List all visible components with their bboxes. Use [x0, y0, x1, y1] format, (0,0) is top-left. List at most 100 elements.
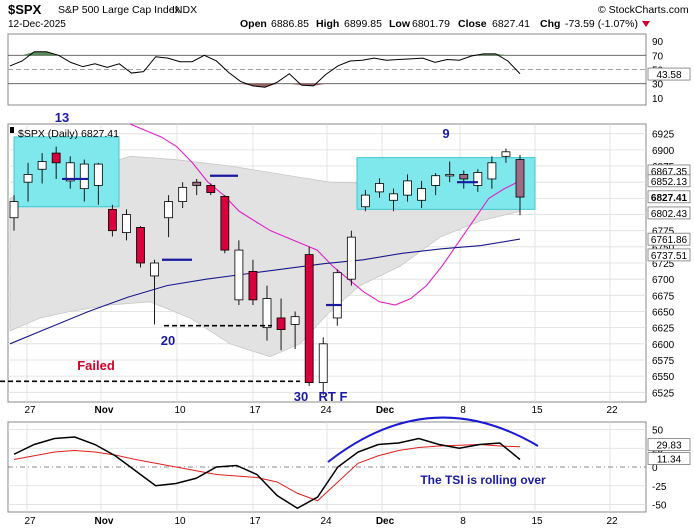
price-tick-label: 6625 [652, 324, 675, 335]
annotation-13: 13 [55, 110, 69, 125]
chg-label: Chg [540, 18, 560, 30]
tsi-x-axis-label: Nov [95, 516, 114, 527]
candle-body [318, 343, 328, 384]
annotation-failed: Failed [77, 358, 115, 373]
chg-value: -73.59 (-1.07%) [565, 18, 638, 30]
price-tick-label: 6775 [652, 227, 675, 238]
x-axis-label: 17 [249, 405, 261, 416]
price-tick-label: 6900 [652, 146, 675, 157]
legend-candle-icon [10, 127, 14, 133]
candle-body [248, 271, 258, 301]
candle-body [262, 298, 272, 329]
price-tick-label: 6575 [652, 356, 675, 367]
candle-body [304, 254, 314, 384]
candle-body [389, 193, 398, 201]
price-badge: 6827.41 [651, 193, 688, 204]
tsi-x-axis-label: 10 [174, 516, 186, 527]
ticker: $SPX [8, 2, 42, 17]
candle-body [23, 174, 33, 183]
price-badge-box [647, 248, 691, 262]
close-value: 6827.41 [492, 18, 530, 30]
tsi-x-axis-label: 17 [249, 516, 261, 527]
price-badge: 6867.35 [651, 167, 688, 178]
tsi-badge-box [647, 452, 691, 465]
rsi-tick-label: 70 [652, 51, 664, 62]
candle-body [206, 185, 216, 193]
index-name: S&P 500 Large Cap Index [58, 4, 181, 16]
candle-body [360, 194, 370, 208]
candle-body [178, 186, 188, 202]
x-axis-label: Nov [95, 405, 114, 416]
tsi-annotation: The TSI is rolling over [420, 473, 546, 487]
down-arrow-icon [642, 21, 650, 27]
tsi-rollover-arc [327, 416, 539, 463]
candle-body [220, 196, 230, 251]
rsi-line [9, 51, 521, 88]
candle-body [122, 214, 131, 234]
price-tick-label: 6550 [652, 372, 675, 383]
low-value: 6801.79 [412, 18, 450, 30]
candle-body [234, 249, 244, 301]
price-tick-label: 6725 [652, 259, 675, 270]
rsi-tick-label: 30 [652, 80, 664, 91]
tsi-x-axis-label: 27 [24, 516, 36, 527]
candle-body [164, 201, 174, 219]
candle-body [290, 316, 300, 325]
price-tick-label: 6675 [652, 291, 675, 302]
candle-body [150, 262, 159, 277]
x-axis-label: 15 [531, 405, 543, 416]
candle-body [346, 236, 356, 280]
price-badge: 6802.43 [651, 209, 688, 220]
rsi-value-badge-box [647, 67, 691, 81]
price-tick-label: 6700 [652, 275, 675, 286]
tsi-x-axis-label: Dec [376, 516, 395, 527]
price-badge: 6737.51 [651, 251, 688, 262]
price-badge-box [647, 190, 691, 204]
candle-body [459, 174, 469, 180]
annotation-20: 20 [161, 333, 175, 348]
rsi-value-badge: 43.58 [656, 70, 681, 81]
open-value: 6886.85 [271, 18, 309, 30]
rsi-tick-label: 10 [652, 94, 664, 105]
price-tick-label: 6650 [652, 307, 675, 318]
x-axis-label: 27 [24, 405, 36, 416]
candle-body [375, 183, 384, 193]
candle-body [51, 152, 61, 164]
candle-body [473, 172, 483, 186]
price-legend: $SPX (Daily) 6827.41 [18, 128, 119, 140]
tsi-tick-label: 50 [652, 426, 664, 437]
tsi-signal-line [13, 443, 521, 502]
tsi-badge: 29.83 [656, 441, 681, 452]
highlight-box-right [356, 157, 536, 210]
x-axis-label: 22 [606, 405, 618, 416]
tsi-x-axis-label: 24 [320, 516, 332, 527]
candle-body [136, 227, 145, 264]
candle-body [79, 163, 89, 190]
high-label: High [316, 18, 339, 30]
price-badge: 6761.86 [651, 235, 688, 246]
price-badge-box [647, 206, 691, 220]
candle-body [65, 162, 75, 182]
candle-body [107, 208, 117, 232]
price-tick-label: 6925 [652, 130, 675, 141]
candle-body [93, 163, 103, 186]
candle-body [515, 159, 525, 198]
close-label: Close [458, 18, 487, 30]
candle-body [417, 188, 427, 201]
candle-body [192, 181, 202, 186]
rsi-oversold-fill [10, 83, 520, 88]
sma-long-line [9, 238, 521, 345]
rsi-tick-label: 90 [652, 37, 664, 48]
tsi-badge: 11.34 [657, 454, 682, 465]
candle-body [501, 151, 511, 157]
candle-body [487, 162, 497, 180]
tsi-x-axis-label: 15 [531, 516, 543, 527]
tsi-badge-box [647, 438, 691, 452]
candle-body [276, 317, 286, 330]
tsi-x-axis-label: 22 [606, 516, 618, 527]
tsi-tick-label: -50 [652, 501, 667, 512]
source-label: © StockCharts.com [598, 4, 689, 16]
price-tick-label: 6600 [652, 340, 675, 351]
x-axis-label: Dec [376, 405, 395, 416]
